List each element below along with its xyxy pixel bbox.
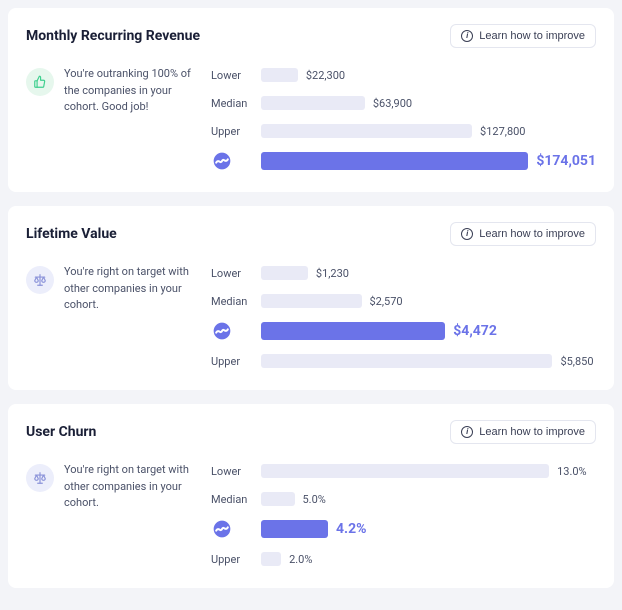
learn-how-to-improve-button[interactable]: Learn how to improve xyxy=(450,420,596,444)
you-indicator xyxy=(211,150,261,172)
row-label: Upper xyxy=(211,553,261,566)
info-icon xyxy=(461,30,473,42)
benchmark-bar xyxy=(261,266,308,280)
bar-area: $127,800 xyxy=(261,124,596,138)
benchmark-value: $63,900 xyxy=(373,97,412,110)
card-body: You're outranking 100% of the companies … xyxy=(26,66,596,172)
metrics-rows: Lower 13.0% Median 5.0% 4.2% Upper 2.0% xyxy=(211,462,596,568)
bar-area: $2,570 xyxy=(261,294,596,308)
benchmark-bar xyxy=(261,552,281,566)
metric-row-upper: Upper $5,850 xyxy=(211,352,596,370)
metric-row-lower: Lower 13.0% xyxy=(211,462,596,480)
status-column: You're outranking 100% of the companies … xyxy=(26,66,201,172)
status-text: You're right on target with other compan… xyxy=(64,264,201,314)
benchmark-value: 5.0% xyxy=(303,493,326,506)
metric-row-upper: Upper 2.0% xyxy=(211,550,596,568)
metrics-rows: Lower $1,230 Median $2,570 $4,472 Upper $5,850 xyxy=(211,264,596,370)
benchmark-bar xyxy=(261,492,295,506)
benchmark-value: $22,300 xyxy=(306,69,345,82)
bar-area: 4.2% xyxy=(261,520,596,538)
bar-area: $22,300 xyxy=(261,68,596,82)
benchmark-bar xyxy=(261,124,472,138)
learn-button-label: Learn how to improve xyxy=(479,30,585,42)
card-mrr: Monthly Recurring Revenue Learn how to im… xyxy=(8,8,614,192)
row-label: Median xyxy=(211,97,261,110)
you-indicator xyxy=(211,320,261,342)
benchmark-value: $127,800 xyxy=(480,125,525,138)
you-indicator xyxy=(211,518,261,540)
card-body: You're right on target with other compan… xyxy=(26,462,596,568)
bar-area: 2.0% xyxy=(261,552,596,566)
metric-row-median: Median $63,900 xyxy=(211,94,596,112)
row-label: Lower xyxy=(211,465,261,478)
metric-row-median: Median 5.0% xyxy=(211,490,596,508)
your-value: $174,051 xyxy=(536,153,596,169)
learn-how-to-improve-button[interactable]: Learn how to improve xyxy=(450,222,596,246)
learn-button-label: Learn how to improve xyxy=(479,426,585,438)
metric-row-you: $174,051 xyxy=(211,150,596,172)
your-value: $4,472 xyxy=(453,323,497,339)
row-label: Upper xyxy=(211,125,261,138)
metrics-rows: Lower $22,300 Median $63,900 Upper $127,800 $1… xyxy=(211,66,596,172)
learn-how-to-improve-button[interactable]: Learn how to improve xyxy=(450,24,596,48)
your-value-bar xyxy=(261,520,328,538)
bar-area: $1,230 xyxy=(261,266,596,280)
your-value-bar xyxy=(261,152,528,170)
row-label: Median xyxy=(211,295,261,308)
status-column: You're right on target with other compan… xyxy=(26,462,201,568)
status-column: You're right on target with other compan… xyxy=(26,264,201,370)
row-label: Upper xyxy=(211,355,261,368)
thumbs-up-icon xyxy=(26,68,54,96)
status-text: You're outranking 100% of the companies … xyxy=(64,66,201,116)
benchmark-value: $5,850 xyxy=(560,355,593,368)
row-label: Lower xyxy=(211,267,261,280)
bar-area: 13.0% xyxy=(261,464,596,478)
bar-area: 5.0% xyxy=(261,492,596,506)
bar-area: $174,051 xyxy=(261,152,596,170)
card-title: User Churn xyxy=(26,424,96,440)
benchmark-bar xyxy=(261,96,365,110)
trend-icon xyxy=(211,320,233,342)
benchmark-bar xyxy=(261,294,362,308)
benchmark-value: 13.0% xyxy=(557,465,587,478)
card-header: Lifetime Value Learn how to improve xyxy=(26,222,596,246)
card-title: Lifetime Value xyxy=(26,226,117,242)
metric-row-you: $4,472 xyxy=(211,320,596,342)
trend-icon xyxy=(211,518,233,540)
card-churn: User Churn Learn how to improve You're rig… xyxy=(8,404,614,588)
balance-scale-icon xyxy=(26,266,54,294)
info-icon xyxy=(461,228,473,240)
balance-scale-icon xyxy=(26,464,54,492)
benchmark-bar xyxy=(261,68,298,82)
card-body: You're right on target with other compan… xyxy=(26,264,596,370)
row-label: Lower xyxy=(211,69,261,82)
benchmark-value: $1,230 xyxy=(316,267,349,280)
metric-row-lower: Lower $22,300 xyxy=(211,66,596,84)
bar-area: $4,472 xyxy=(261,322,596,340)
metric-row-upper: Upper $127,800 xyxy=(211,122,596,140)
benchmark-bar xyxy=(261,464,549,478)
benchmark-bar xyxy=(261,354,552,368)
trend-icon xyxy=(211,150,233,172)
card-title: Monthly Recurring Revenue xyxy=(26,28,200,44)
your-value: 4.2% xyxy=(336,521,366,537)
card-ltv: Lifetime Value Learn how to improve You're… xyxy=(8,206,614,390)
info-icon xyxy=(461,426,473,438)
row-label: Median xyxy=(211,493,261,506)
benchmark-value: 2.0% xyxy=(289,553,312,566)
learn-button-label: Learn how to improve xyxy=(479,228,585,240)
metric-row-lower: Lower $1,230 xyxy=(211,264,596,282)
your-value-bar xyxy=(261,322,445,340)
status-text: You're right on target with other compan… xyxy=(64,462,201,512)
bar-area: $5,850 xyxy=(261,354,596,368)
metric-row-you: 4.2% xyxy=(211,518,596,540)
metric-row-median: Median $2,570 xyxy=(211,292,596,310)
bar-area: $63,900 xyxy=(261,96,596,110)
benchmark-value: $2,570 xyxy=(370,295,403,308)
card-header: Monthly Recurring Revenue Learn how to im… xyxy=(26,24,596,48)
card-header: User Churn Learn how to improve xyxy=(26,420,596,444)
